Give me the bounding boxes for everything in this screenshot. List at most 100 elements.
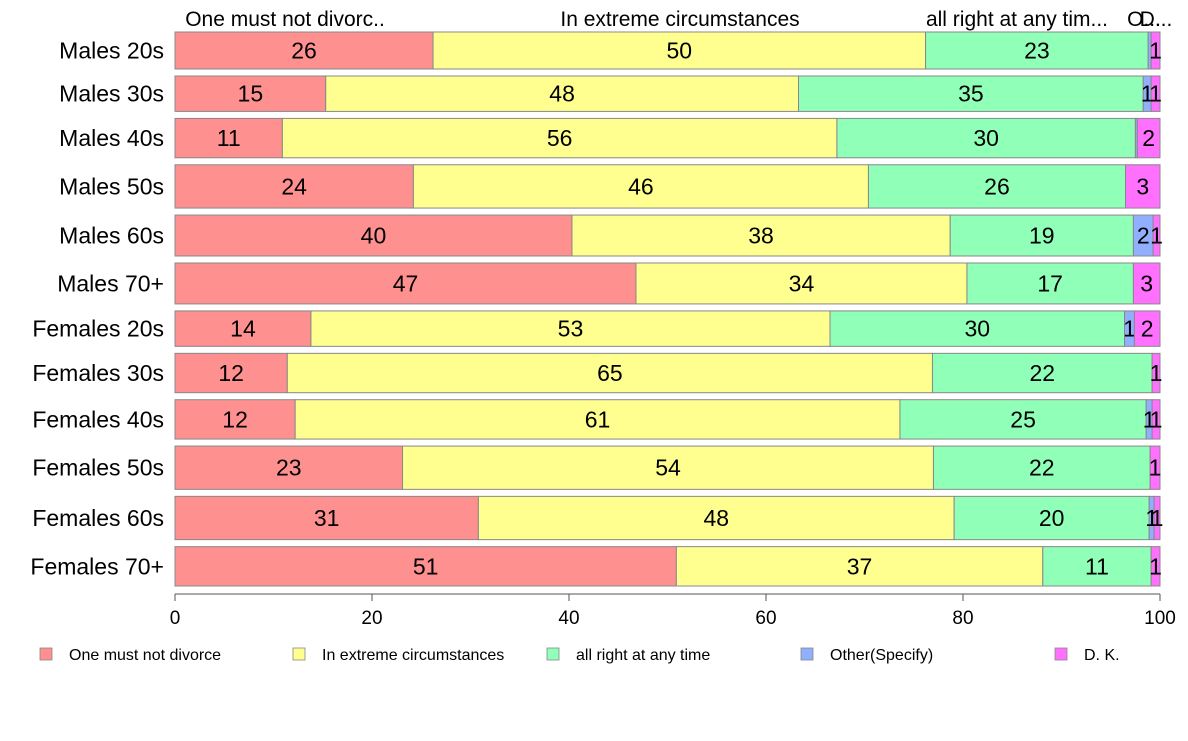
bar-segment: [867, 164, 1127, 209]
data-label: 30: [973, 125, 999, 151]
data-label: 38: [748, 223, 774, 249]
bar-segment: [310, 310, 831, 347]
data-label: 31: [314, 505, 340, 531]
bar-segment: [1136, 117, 1161, 159]
data-label: 12: [218, 360, 244, 386]
data-label: 46: [628, 173, 654, 199]
data-label: 54: [655, 455, 681, 481]
legend-swatch: [800, 647, 814, 661]
data-label: 30: [964, 316, 990, 342]
data-label: 17: [1037, 270, 1063, 296]
bar-segment: [432, 31, 927, 70]
bar-segment: [1150, 546, 1161, 587]
legend-swatch: [546, 647, 560, 661]
category-label: Males 40s: [59, 125, 164, 151]
bar-segment: [931, 352, 1153, 394]
data-label: 61: [585, 406, 611, 432]
x-tick-label: 20: [361, 608, 382, 629]
data-label: 19: [1029, 223, 1055, 249]
bar-segment: [571, 214, 951, 257]
data-label: 2: [1142, 125, 1155, 151]
data-label: 65: [597, 360, 623, 386]
category-label: Males 30s: [59, 81, 164, 107]
data-label: 14: [230, 316, 256, 342]
category-label: Males 20s: [59, 37, 164, 63]
bar-segment: [798, 75, 1144, 112]
data-label: 1: [1150, 223, 1163, 249]
data-label: 12: [222, 406, 248, 432]
data-label: 50: [667, 37, 693, 63]
data-label: 40: [361, 223, 387, 249]
data-label: 25: [1010, 406, 1036, 432]
legend-label: D. K.: [1084, 647, 1120, 664]
data-label: 1: [1123, 316, 1136, 342]
legend-swatch: [292, 647, 306, 661]
data-label: 48: [549, 81, 575, 107]
bar-segment: [174, 117, 283, 159]
bar-segment: [174, 164, 414, 209]
bar-segment: [412, 164, 869, 209]
data-label: 1: [1151, 505, 1164, 531]
data-label: 11: [217, 125, 241, 151]
top-series-label: O...: [1127, 8, 1161, 31]
bar-segment: [932, 445, 1151, 490]
category-label: Females 20s: [32, 316, 164, 342]
bar-segment: [1042, 546, 1152, 587]
data-label: 23: [1024, 37, 1050, 63]
bar-segment: [294, 399, 901, 440]
top-series-label: One must not divorc..: [185, 8, 385, 31]
data-label: 26: [291, 37, 317, 63]
data-label: 1: [1149, 553, 1162, 579]
bar-segment: [949, 214, 1134, 257]
legend-label: In extreme circumstances: [322, 647, 504, 664]
bar-segment: [1149, 445, 1161, 490]
bar-segment: [174, 262, 637, 305]
legend-label: One must not divorce: [69, 647, 221, 664]
x-tick-label: 0: [170, 608, 181, 629]
x-tick-label: 100: [1144, 608, 1176, 629]
data-label: 1: [1149, 81, 1162, 107]
bar-segment: [1153, 495, 1161, 541]
data-label: 24: [281, 173, 307, 199]
legend-label: all right at any time: [576, 647, 710, 664]
bar-segment: [899, 399, 1147, 440]
bar-segment: [281, 117, 838, 159]
data-label: 15: [238, 81, 264, 107]
data-label: 47: [393, 270, 419, 296]
bar-segment: [174, 352, 288, 394]
data-label: 51: [413, 553, 439, 579]
legend-swatch: [1054, 647, 1068, 661]
data-label: 1: [1149, 37, 1162, 63]
data-label: 34: [789, 270, 815, 296]
bar-segment: [966, 262, 1134, 305]
bar-segment: [286, 352, 933, 394]
bar-segment: [1150, 75, 1161, 112]
x-tick-label: 60: [755, 608, 776, 629]
bar-segment: [174, 399, 296, 440]
data-label: 1: [1149, 455, 1162, 481]
bar-segment: [1152, 214, 1161, 257]
data-label: 11: [1085, 553, 1109, 579]
data-label: 1: [1150, 406, 1163, 432]
bar-segment: [174, 445, 404, 490]
legend-label: Other(Specify): [830, 647, 933, 664]
data-label: 20: [1039, 505, 1065, 531]
data-label: 56: [547, 125, 573, 151]
category-label: Females 50s: [32, 455, 164, 481]
top-series-label: all right at any tim...: [926, 8, 1108, 31]
data-label: 1: [1141, 81, 1154, 107]
bar-segment: [402, 445, 934, 490]
data-label: 37: [847, 553, 873, 579]
top-series-label: D...: [1140, 8, 1173, 31]
data-label: 26: [984, 173, 1010, 199]
bar-segment: [1133, 310, 1161, 347]
category-label: Males 70+: [57, 270, 164, 296]
bar-segment: [1132, 262, 1161, 305]
bar-segment: [477, 495, 955, 541]
bar-segment: [829, 310, 1126, 347]
bar-segment: [325, 75, 800, 112]
legend-swatch: [39, 647, 53, 661]
bar-segment: [953, 495, 1150, 541]
